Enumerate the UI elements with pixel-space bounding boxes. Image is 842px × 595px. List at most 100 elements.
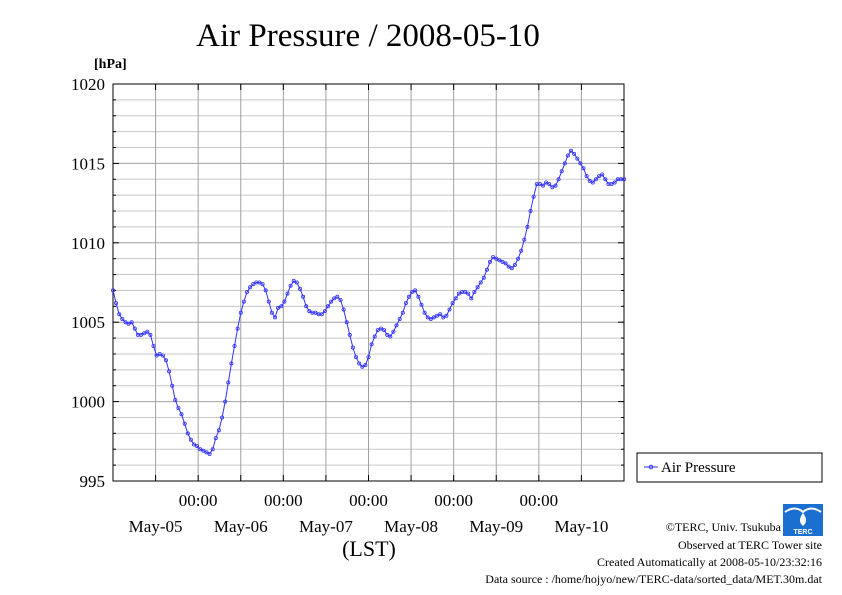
data-point [531,194,536,199]
data-point [425,315,430,320]
data-point [151,343,156,348]
data-point [447,307,452,312]
data-point [313,310,318,315]
data-point [145,329,150,334]
data-point [553,183,558,188]
data-point [238,310,243,315]
y-tick-label: 1020 [71,75,105,94]
x-tick-date-label: May-10 [555,517,609,536]
data-point [260,282,265,287]
data-point [478,280,483,285]
data-point [201,448,206,453]
data-point [569,148,574,153]
data-point [353,355,358,360]
data-point [385,332,390,337]
data-point [366,355,371,360]
data-point [537,181,542,186]
y-tick-label: 1000 [71,393,105,412]
legend-box [636,452,823,483]
y-axis-unit: [hPa] [94,57,127,72]
terc-logo-wave-icon [784,507,822,514]
data-point [594,177,599,182]
data-point [481,275,486,280]
data-point [428,316,433,321]
x-tick-date-label: May-07 [299,517,353,536]
data-point [188,437,193,442]
data-point [506,264,511,269]
data-point [163,358,168,363]
data-point [223,399,228,404]
data-point [216,428,221,433]
data-point [210,447,215,452]
data-point [344,320,349,325]
data-point [519,248,524,253]
data-series [111,148,627,456]
data-point [204,450,209,455]
data-point [550,185,555,190]
data-point [170,383,175,388]
data-point [160,353,165,358]
data-point [191,442,196,447]
data-point [294,280,299,285]
data-point [509,266,514,271]
data-point [123,320,128,325]
data-point [450,301,455,306]
terc-logo-text: TERC [793,529,812,536]
data-point [207,451,212,456]
footer-copyright: ©TERC, Univ. Tsukuba [666,520,782,534]
data-point [388,334,393,339]
data-point [157,351,162,356]
data-point [132,326,137,331]
terc-logo: TERC [783,504,823,536]
data-point [403,301,408,306]
data-point [466,291,471,296]
data-point [528,208,533,213]
data-point [226,380,231,385]
data-point [597,174,602,179]
plot-grid [113,84,624,481]
data-point [142,331,147,336]
data-point [584,174,589,179]
data-point [332,296,337,301]
y-tick-label: 1015 [71,154,105,173]
data-point [198,447,203,452]
data-point [400,310,405,315]
data-point [301,294,306,299]
data-point [382,328,387,333]
legend-marker [648,464,654,470]
data-point [176,405,181,410]
x-tick-time-label: 00:00 [264,491,303,510]
data-point [562,161,567,166]
data-point [603,177,608,182]
data-point [276,305,281,310]
x-tick-date-label: May-09 [469,517,523,536]
data-point [307,309,312,314]
data-point [114,301,119,306]
data-point [279,304,284,309]
data-point [111,288,116,293]
data-point [304,304,309,309]
data-point [129,320,134,325]
data-point [266,299,271,304]
data-point [487,259,492,264]
data-point [444,313,449,318]
legend-label: Air Pressure [661,460,736,476]
data-point [235,326,240,331]
data-point [120,316,125,321]
data-point [453,296,458,301]
x-tick-time-label: 00:00 [349,491,388,510]
data-point [117,312,122,317]
data-point [350,345,355,350]
data-point [410,289,415,294]
data-point [575,156,580,161]
data-point [422,310,427,315]
data-point [419,302,424,307]
data-point [416,294,421,299]
data-point [263,288,268,293]
data-point [269,310,274,315]
data-point [600,172,605,177]
data-point [438,312,443,317]
data-point [257,280,262,285]
data-point [285,291,290,296]
